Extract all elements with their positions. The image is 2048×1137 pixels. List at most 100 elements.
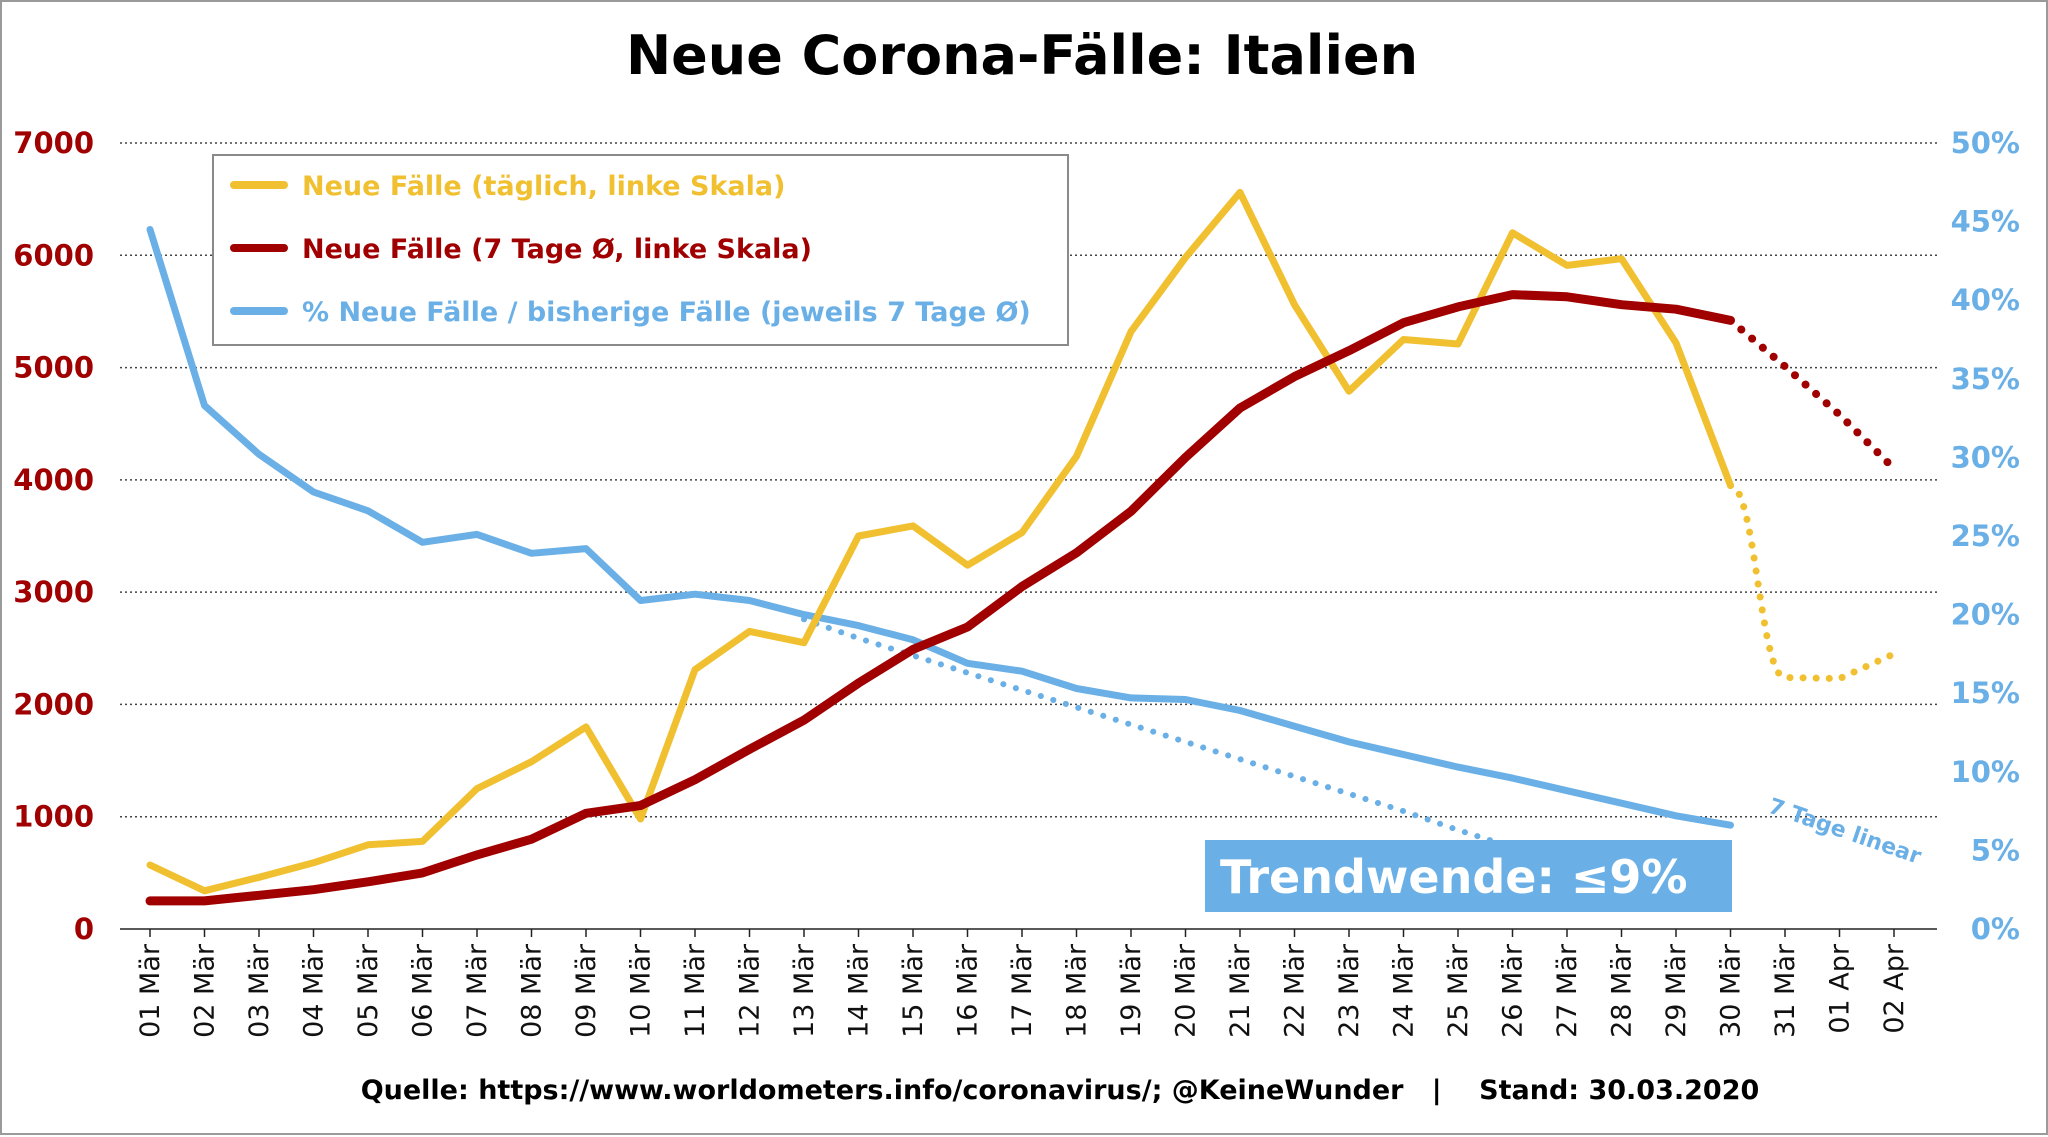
daily-cases-point: [311, 860, 316, 865]
percent-point: [1401, 752, 1406, 757]
percent-point: [366, 509, 370, 513]
x-tick-label: 13 Mär: [789, 943, 820, 1038]
x-tick-label: 20 Mär: [1171, 943, 1202, 1038]
daily-cases-point: [965, 563, 970, 567]
seven-day-avg-point: [584, 811, 588, 816]
seven-day-avg-point: [311, 887, 316, 892]
seven-day-avg-point: [148, 898, 152, 903]
daily-cases-point: [1619, 256, 1624, 261]
daily-cases-point: [529, 759, 534, 764]
y-left-tick-label: 3000: [13, 575, 94, 609]
x-tick-label: 02 Mär: [190, 943, 221, 1038]
percent-point: [747, 598, 752, 603]
percent-point: [420, 540, 425, 545]
daily-cases-line: [146, 188, 1734, 895]
x-tick-label: 16 Mär: [953, 943, 984, 1038]
x-tick-label: 29 Mär: [1661, 943, 1692, 1038]
percent-point: [202, 403, 207, 408]
seven-day-avg-point: [475, 852, 479, 857]
daily-cases-point: [475, 786, 479, 791]
daily-cases-point: [1292, 302, 1297, 307]
x-tick-label: 28 Mär: [1607, 943, 1638, 1038]
x-tick-label: 17 Mär: [1007, 943, 1038, 1038]
y-right-tick-label: 40%: [1951, 283, 2020, 317]
percent-point: [1674, 814, 1678, 818]
source-footer: Quelle: https://www.worldometers.info/co…: [361, 1075, 1760, 1106]
x-tick-label: 18 Mär: [1062, 943, 1093, 1038]
y-right-tick-label: 35%: [1951, 362, 2020, 396]
x-tick-label: 14 Mär: [844, 943, 875, 1038]
trend-badge-box: [1205, 840, 1732, 912]
seven-day-avg-point: [965, 624, 970, 629]
x-tick-label: 01 Mär: [135, 943, 166, 1038]
seven-day-avg-point: [1456, 304, 1460, 309]
percent-point: [1292, 724, 1297, 729]
legend-label-percent: % Neue Fälle / bisherige Fälle (jeweils …: [302, 297, 1031, 328]
y-right-tick-label: 0%: [1971, 912, 2020, 946]
x-tick-label: 21 Mär: [1225, 943, 1256, 1038]
legend: Neue Fälle (täglich, linke Skala) Neue F…: [212, 154, 1069, 346]
x-tick-label: 26 Mär: [1498, 943, 1529, 1038]
x-tick-label: 22 Mär: [1280, 943, 1311, 1038]
trend-badge: Trendwende: ≤9%: [1205, 840, 1732, 912]
daily-cases-point: [638, 817, 643, 821]
seven-day-avg-point: [747, 747, 752, 752]
seven-day-avg-point: [1565, 294, 1569, 299]
percent-point: [311, 490, 316, 494]
y-right-tick-label: 25%: [1951, 519, 2020, 553]
y-right-tick-label: 5%: [1971, 833, 2020, 867]
percent-point: [1565, 788, 1569, 793]
x-tick-label: 07 Mär: [462, 943, 493, 1038]
percent-point: [802, 612, 806, 617]
seven-day-avg-point: [1510, 292, 1515, 297]
y-right-tick-label: 20%: [1951, 598, 2020, 632]
x-axis-ticks: 01 Mär 02 Mär 03 Mär 04 Mär 05 Mär 06 Mär 07 M…: [135, 929, 1910, 1038]
seven-day-avg-point: [1129, 509, 1133, 514]
x-tick-label: 10 Mär: [626, 943, 657, 1038]
daily-cases-point: [1074, 454, 1079, 459]
left-axis-ticks: 0 1000 2000 3000 4000 5000 6000 7000: [13, 126, 94, 946]
percent-point: [1074, 686, 1079, 691]
daily-cases-point: [1565, 263, 1569, 268]
percent-point: [1619, 801, 1624, 806]
seven-day-avg-point: [638, 803, 643, 808]
daily-cases-point: [1183, 255, 1188, 260]
daily-cases-point: [856, 534, 861, 538]
percent-point: [1347, 740, 1351, 744]
daily-cases-point: [366, 842, 370, 847]
x-tick-label: 02 Apr: [1879, 943, 1910, 1034]
seven-day-avg-point: [856, 681, 861, 686]
percent-point: [911, 637, 915, 642]
seven-day-avg-point: [1238, 405, 1242, 410]
percent-point: [1129, 696, 1133, 700]
legend-label-daily: Neue Fälle (täglich, linke Skala): [302, 171, 785, 202]
seven-day-avg-point: [1674, 307, 1678, 312]
y-left-tick-label: 4000: [13, 463, 94, 497]
percent-point: [475, 532, 479, 537]
y-left-tick-label: 2000: [13, 687, 94, 721]
legend-label-avg: Neue Fälle (7 Tage Ø, linke Skala): [302, 234, 812, 265]
daily-cases-point: [1238, 190, 1242, 195]
x-tick-label: 04 Mär: [299, 943, 330, 1038]
x-tick-label: 11 Mär: [680, 943, 711, 1038]
daily-cases-point: [1674, 341, 1678, 345]
y-right-tick-label: 15%: [1951, 676, 2020, 710]
percent-point: [1183, 697, 1188, 702]
seven-day-avg-point: [420, 870, 425, 875]
y-left-tick-label: 0: [74, 912, 94, 946]
daily-cases-point: [420, 839, 425, 844]
seven-day-avg-point: [693, 777, 697, 782]
x-tick-label: 25 Mär: [1443, 943, 1474, 1038]
percent-point: [148, 227, 152, 232]
legend-box: [212, 154, 1069, 346]
x-tick-label: 30 Mär: [1716, 943, 1747, 1038]
x-tick-label: 03 Mär: [244, 943, 275, 1038]
percent-point: [1238, 708, 1242, 713]
daily-cases-point: [584, 725, 588, 729]
series-layer: [145, 188, 1898, 906]
daily-cases-point: [257, 875, 261, 880]
seven-day-avg-point: [1401, 320, 1406, 325]
x-tick-label: 08 Mär: [517, 943, 548, 1038]
